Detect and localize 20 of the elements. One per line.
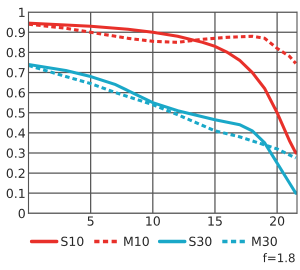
y-tick-label: 0.4 [6, 128, 26, 138]
legend-label: S30 [189, 236, 212, 246]
y-tick-label: 0.3 [6, 148, 25, 158]
legend-label: M30 [252, 236, 277, 246]
y-tick-label: 0.6 [6, 88, 25, 98]
x-tick-label: 20 [270, 216, 284, 226]
x-tick-label: 10 [146, 216, 160, 226]
y-tick-label: 0.9 [6, 28, 25, 38]
y-tick-label: 0.7 [6, 68, 25, 78]
legend-label: M10 [124, 236, 149, 246]
y-tick-label: 0.2 [6, 168, 24, 178]
y-tick-label: 0.8 [6, 48, 25, 58]
y-tick-label: 0.5 [6, 108, 25, 118]
legend-label: S10 [61, 236, 84, 246]
y-tick-label: 0 [18, 208, 25, 218]
x-tick-label: 15 [208, 216, 222, 226]
text: f=1.8 [262, 253, 295, 262]
x-tick-label: 5 [88, 216, 94, 226]
y-tick-label: 1 [19, 8, 25, 17]
y-tick-label: 0.1 [6, 188, 25, 198]
